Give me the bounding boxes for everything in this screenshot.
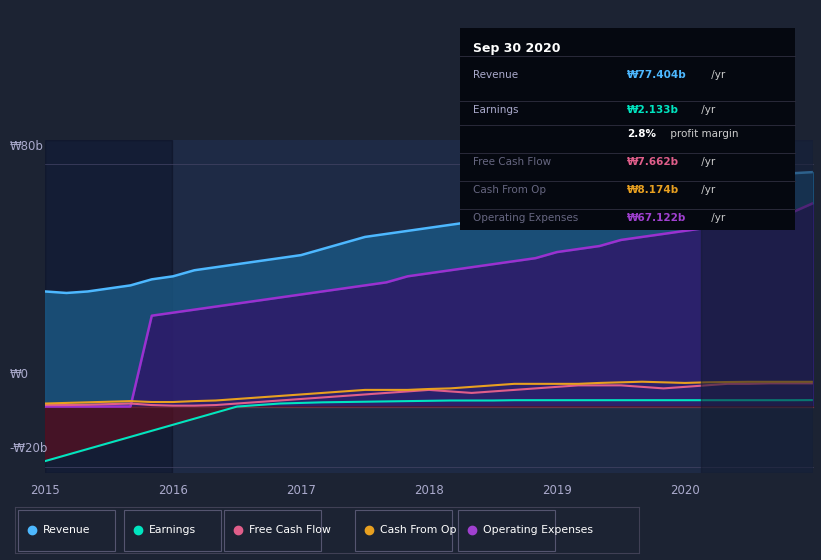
Text: 2019: 2019 bbox=[542, 484, 572, 497]
Text: Earnings: Earnings bbox=[149, 525, 196, 535]
Text: ₩0: ₩0 bbox=[10, 367, 29, 381]
Text: profit margin: profit margin bbox=[667, 129, 739, 139]
Text: Cash From Op: Cash From Op bbox=[473, 185, 546, 195]
Text: Operating Expenses: Operating Expenses bbox=[473, 213, 579, 223]
Bar bbox=[701, 140, 813, 473]
Text: Free Cash Flow: Free Cash Flow bbox=[249, 525, 331, 535]
Text: /yr: /yr bbox=[698, 105, 715, 115]
Bar bbox=[224, 510, 320, 551]
Bar bbox=[458, 510, 554, 551]
Bar bbox=[355, 510, 452, 551]
Bar bbox=[124, 510, 221, 551]
Text: /yr: /yr bbox=[708, 213, 725, 223]
Text: ₩2.133b: ₩2.133b bbox=[627, 105, 679, 115]
Text: -₩20b: -₩20b bbox=[10, 441, 48, 455]
Text: Free Cash Flow: Free Cash Flow bbox=[473, 157, 551, 167]
Text: ₩80b: ₩80b bbox=[10, 140, 44, 153]
Text: ₩8.174b: ₩8.174b bbox=[627, 185, 680, 195]
Text: Sep 30 2020: Sep 30 2020 bbox=[473, 42, 561, 55]
Text: 2015: 2015 bbox=[30, 484, 60, 497]
Text: Revenue: Revenue bbox=[473, 71, 518, 80]
Text: 2016: 2016 bbox=[158, 484, 188, 497]
Text: Revenue: Revenue bbox=[43, 525, 90, 535]
Text: 2018: 2018 bbox=[414, 484, 444, 497]
Bar bbox=[45, 140, 172, 473]
Text: ₩7.662b: ₩7.662b bbox=[627, 157, 679, 167]
Text: /yr: /yr bbox=[698, 185, 715, 195]
Text: 2.8%: 2.8% bbox=[627, 129, 656, 139]
Text: 2020: 2020 bbox=[670, 484, 699, 497]
Text: Earnings: Earnings bbox=[473, 105, 519, 115]
Bar bbox=[18, 510, 115, 551]
Text: 2017: 2017 bbox=[286, 484, 316, 497]
Text: /yr: /yr bbox=[708, 71, 725, 80]
Text: ₩77.404b: ₩77.404b bbox=[627, 71, 687, 80]
Text: ₩67.122b: ₩67.122b bbox=[627, 213, 686, 223]
Text: Operating Expenses: Operating Expenses bbox=[483, 525, 593, 535]
Text: /yr: /yr bbox=[698, 157, 715, 167]
Text: Cash From Op: Cash From Op bbox=[380, 525, 456, 535]
